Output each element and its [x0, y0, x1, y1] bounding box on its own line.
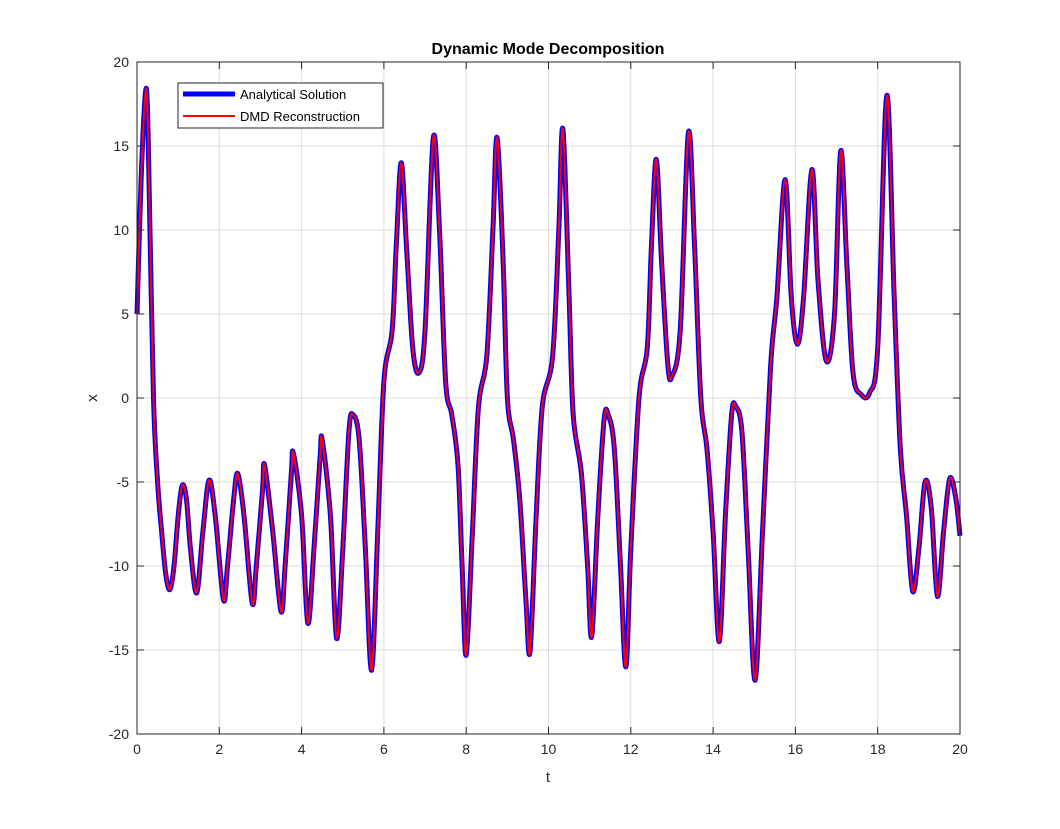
x-tick-label: 18	[870, 741, 886, 757]
y-tick-label: 15	[113, 138, 129, 154]
y-tick-label: 20	[113, 54, 129, 70]
grid	[137, 62, 960, 734]
legend-box	[177, 82, 384, 129]
y-tick-label: 0	[121, 390, 129, 406]
y-tick-label: -15	[109, 642, 129, 658]
x-axis-label: t	[546, 769, 551, 786]
x-tick-label: 10	[541, 741, 557, 757]
y-tick-label: 10	[113, 222, 129, 238]
x-tick-label: 0	[133, 741, 141, 757]
x-tick-label: 2	[215, 741, 223, 757]
y-tick-label: -10	[109, 558, 129, 574]
y-tick-label: -5	[117, 474, 130, 490]
y-tick-label: -20	[109, 726, 129, 742]
x-tick-label: 6	[380, 741, 388, 757]
x-tick-label: 20	[952, 741, 968, 757]
x-tick-label: 12	[623, 741, 639, 757]
y-axis-label: x	[84, 394, 101, 402]
legend-label-dmd: DMD Reconstruction	[240, 109, 360, 124]
x-tick-label: 14	[705, 741, 721, 757]
x-tick-label: 16	[788, 741, 804, 757]
series-line-dmd-reconstruction	[136, 87, 961, 682]
chart-title: Dynamic Mode Decomposition	[432, 41, 665, 58]
ticks: 0 2 4 6 8 10 12 14 16 18 20 -20 -15 -10 -5 0 5 10 15 20	[109, 54, 968, 757]
legend: Analytical Solution DMD Reconstruction	[177, 82, 384, 129]
x-tick-label: 8	[462, 741, 470, 757]
x-tick-label: 4	[298, 741, 306, 757]
legend-label-analytical: Analytical Solution	[240, 87, 346, 102]
y-tick-label: 5	[121, 306, 129, 322]
series-lines	[134, 85, 963, 683]
